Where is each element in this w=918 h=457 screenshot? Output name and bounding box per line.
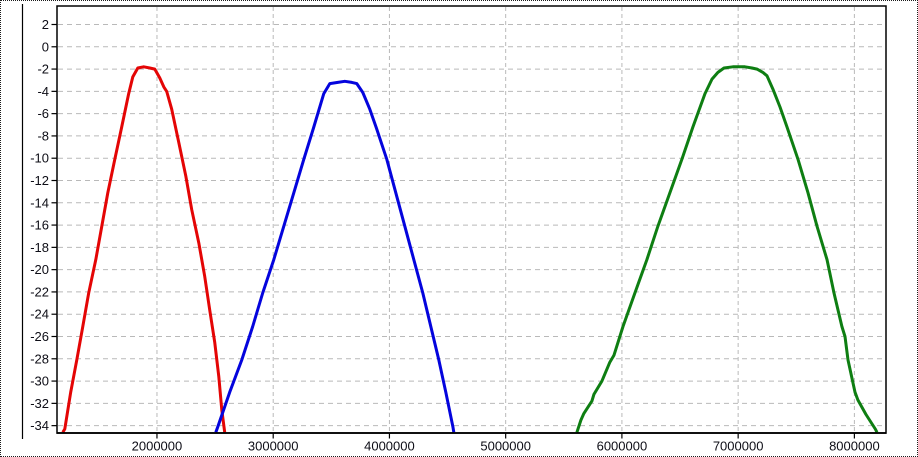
x-tick-label: 5000000 — [480, 439, 531, 454]
y-tick-label: -34 — [30, 418, 49, 433]
y-tick-label: -28 — [30, 351, 49, 366]
x-tick-label: 2000000 — [132, 439, 183, 454]
y-tick-label: -16 — [30, 218, 49, 233]
y-tick-label: -24 — [30, 307, 49, 322]
y-tick-label: -14 — [30, 195, 49, 210]
y-tick-label: 2 — [42, 17, 49, 32]
y-tick-label: -10 — [30, 151, 49, 166]
y-tick-label: -26 — [30, 329, 49, 344]
y-tick-label: -12 — [30, 173, 49, 188]
y-tick-label: -22 — [30, 284, 49, 299]
y-tick-label: -32 — [30, 396, 49, 411]
x-tick-label: 7000000 — [713, 439, 764, 454]
x-tick-label: 8000000 — [829, 439, 880, 454]
y-tick-label: -8 — [37, 128, 49, 143]
y-tick-label: -30 — [30, 374, 49, 389]
y-tick-label: -20 — [30, 262, 49, 277]
y-tick-label: 0 — [42, 39, 49, 54]
y-tick-label: -4 — [37, 84, 49, 99]
x-tick-label: 4000000 — [364, 439, 415, 454]
y-tick-label: -2 — [37, 62, 49, 77]
x-tick-label: 6000000 — [597, 439, 648, 454]
x-tick-label: 3000000 — [248, 439, 299, 454]
y-tick-label: -6 — [37, 106, 49, 121]
trace-green — [575, 65, 879, 433]
trace-blue — [214, 79, 456, 433]
trace-red — [61, 65, 227, 434]
y-tick-label: -18 — [30, 240, 49, 255]
